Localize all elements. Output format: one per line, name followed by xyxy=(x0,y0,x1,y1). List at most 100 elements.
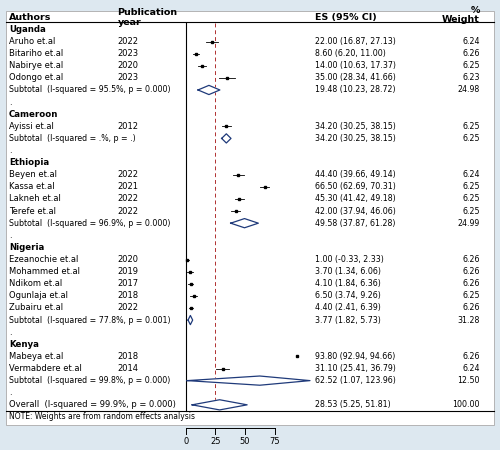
Text: 2014: 2014 xyxy=(118,364,139,373)
Text: 2022: 2022 xyxy=(118,207,139,216)
Text: 6.26: 6.26 xyxy=(462,303,480,312)
Text: 6.26: 6.26 xyxy=(462,255,480,264)
Text: 6.24: 6.24 xyxy=(462,170,480,179)
Text: %
Weight: % Weight xyxy=(442,6,480,24)
Polygon shape xyxy=(222,134,231,143)
Polygon shape xyxy=(188,315,192,324)
Text: 6.50 (3.74, 9.26): 6.50 (3.74, 9.26) xyxy=(315,291,381,300)
Text: Cameroon: Cameroon xyxy=(9,110,58,119)
Text: ES (95% CI): ES (95% CI) xyxy=(315,13,377,22)
Text: 2018: 2018 xyxy=(118,291,139,300)
Text: Subtotal  (I-squared = 96.9%, p = 0.000): Subtotal (I-squared = 96.9%, p = 0.000) xyxy=(9,219,170,228)
Text: Lakneh et.al: Lakneh et.al xyxy=(9,194,61,203)
Text: 93.80 (92.94, 94.66): 93.80 (92.94, 94.66) xyxy=(315,352,395,361)
Text: 28.53 (5.25, 51.81): 28.53 (5.25, 51.81) xyxy=(315,400,390,410)
Text: 62.52 (1.07, 123.96): 62.52 (1.07, 123.96) xyxy=(315,376,396,385)
Text: Odongo et.al: Odongo et.al xyxy=(9,73,63,82)
Text: 1.00 (-0.33, 2.33): 1.00 (-0.33, 2.33) xyxy=(315,255,384,264)
Text: 6.24: 6.24 xyxy=(462,364,480,373)
Text: .: . xyxy=(9,98,12,107)
Text: 2023: 2023 xyxy=(118,49,139,58)
Text: 2018: 2018 xyxy=(118,352,139,361)
Text: 2019: 2019 xyxy=(118,267,139,276)
Text: 6.25: 6.25 xyxy=(462,194,480,203)
Text: Authors: Authors xyxy=(9,13,51,22)
Text: Zubairu et.al: Zubairu et.al xyxy=(9,303,63,312)
Text: 45.30 (41.42, 49.18): 45.30 (41.42, 49.18) xyxy=(315,194,396,203)
Text: 8.60 (6.20, 11.00): 8.60 (6.20, 11.00) xyxy=(315,49,386,58)
Text: 19.48 (10.23, 28.72): 19.48 (10.23, 28.72) xyxy=(315,86,396,94)
Text: 6.25: 6.25 xyxy=(462,207,480,216)
Text: 6.24: 6.24 xyxy=(462,37,480,46)
Text: Terefe et.al: Terefe et.al xyxy=(9,207,56,216)
Text: 2020: 2020 xyxy=(118,255,139,264)
Text: Overall  (I-squared = 99.9%, p = 0.000): Overall (I-squared = 99.9%, p = 0.000) xyxy=(9,400,176,410)
Text: NOTE: Weights are from random effects analysis: NOTE: Weights are from random effects an… xyxy=(9,413,195,422)
Text: Kassa et.al: Kassa et.al xyxy=(9,182,54,191)
Text: Ndikom et.al: Ndikom et.al xyxy=(9,279,62,288)
Text: 75: 75 xyxy=(269,437,280,446)
Text: Ogunlaja et.al: Ogunlaja et.al xyxy=(9,291,68,300)
Text: Ethiopia: Ethiopia xyxy=(9,158,49,167)
Text: 6.25: 6.25 xyxy=(462,61,480,70)
Text: 2022: 2022 xyxy=(118,37,139,46)
Text: 35.00 (28.34, 41.66): 35.00 (28.34, 41.66) xyxy=(315,73,396,82)
Text: 6.25: 6.25 xyxy=(462,291,480,300)
Text: .: . xyxy=(9,146,12,155)
Text: Kenya: Kenya xyxy=(9,340,39,349)
Text: 2020: 2020 xyxy=(118,61,139,70)
Text: Uganda: Uganda xyxy=(9,25,46,34)
Text: 44.40 (39.66, 49.14): 44.40 (39.66, 49.14) xyxy=(315,170,396,179)
Text: 3.77 (1.82, 5.73): 3.77 (1.82, 5.73) xyxy=(315,315,381,324)
Text: 24.98: 24.98 xyxy=(458,86,480,94)
Text: 2012: 2012 xyxy=(118,122,139,131)
Text: Vermabdere et.al: Vermabdere et.al xyxy=(9,364,82,373)
Text: 2022: 2022 xyxy=(118,194,139,203)
Text: 0: 0 xyxy=(184,437,188,446)
Polygon shape xyxy=(192,400,247,410)
Text: 6.25: 6.25 xyxy=(462,182,480,191)
Polygon shape xyxy=(187,376,310,385)
Text: 3.70 (1.34, 6.06): 3.70 (1.34, 6.06) xyxy=(315,267,381,276)
Text: 66.50 (62.69, 70.31): 66.50 (62.69, 70.31) xyxy=(315,182,396,191)
Text: 34.20 (30.25, 38.15): 34.20 (30.25, 38.15) xyxy=(315,122,396,131)
Text: 6.26: 6.26 xyxy=(462,267,480,276)
Text: 50: 50 xyxy=(240,437,250,446)
Text: 2022: 2022 xyxy=(118,303,139,312)
Text: .: . xyxy=(9,328,12,337)
Text: 6.26: 6.26 xyxy=(462,279,480,288)
Text: Mohammed et.al: Mohammed et.al xyxy=(9,267,80,276)
Text: .: . xyxy=(9,388,12,397)
Text: 2021: 2021 xyxy=(118,182,139,191)
Text: 14.00 (10.63, 17.37): 14.00 (10.63, 17.37) xyxy=(315,61,396,70)
Text: Subtotal  (I-squared = 99.8%, p = 0.000): Subtotal (I-squared = 99.8%, p = 0.000) xyxy=(9,376,170,385)
Polygon shape xyxy=(198,86,220,94)
Text: 6.23: 6.23 xyxy=(462,73,480,82)
Text: 2022: 2022 xyxy=(118,170,139,179)
Text: Mabeya et.al: Mabeya et.al xyxy=(9,352,64,361)
Text: Aruho et.al: Aruho et.al xyxy=(9,37,56,46)
Text: Nabirye et.al: Nabirye et.al xyxy=(9,61,63,70)
Text: 49.58 (37.87, 61.28): 49.58 (37.87, 61.28) xyxy=(315,219,396,228)
Text: 31.28: 31.28 xyxy=(458,315,480,324)
Text: 6.25: 6.25 xyxy=(462,122,480,131)
Text: Publication
year: Publication year xyxy=(118,8,178,27)
Text: Bitariho et.al: Bitariho et.al xyxy=(9,49,63,58)
Polygon shape xyxy=(230,219,258,228)
Text: 22.00 (16.87, 27.13): 22.00 (16.87, 27.13) xyxy=(315,37,396,46)
Text: 25: 25 xyxy=(210,437,220,446)
Text: 24.99: 24.99 xyxy=(458,219,480,228)
Text: 31.10 (25.41, 36.79): 31.10 (25.41, 36.79) xyxy=(315,364,396,373)
Text: Nigeria: Nigeria xyxy=(9,243,44,252)
Text: 12.50: 12.50 xyxy=(458,376,480,385)
Text: 6.26: 6.26 xyxy=(462,49,480,58)
Text: Subtotal  (I-squared = 77.8%, p = 0.001): Subtotal (I-squared = 77.8%, p = 0.001) xyxy=(9,315,170,324)
Text: Ezeanochie et.al: Ezeanochie et.al xyxy=(9,255,78,264)
Text: 4.10 (1.84, 6.36): 4.10 (1.84, 6.36) xyxy=(315,279,381,288)
Text: 4.40 (2.41, 6.39): 4.40 (2.41, 6.39) xyxy=(315,303,381,312)
Text: 2023: 2023 xyxy=(118,73,139,82)
Text: Subtotal  (I-squared = .%, p = .): Subtotal (I-squared = .%, p = .) xyxy=(9,134,136,143)
Text: 42.00 (37.94, 46.06): 42.00 (37.94, 46.06) xyxy=(315,207,396,216)
Text: Ayissi et.al: Ayissi et.al xyxy=(9,122,54,131)
Text: Beyen et.al: Beyen et.al xyxy=(9,170,57,179)
